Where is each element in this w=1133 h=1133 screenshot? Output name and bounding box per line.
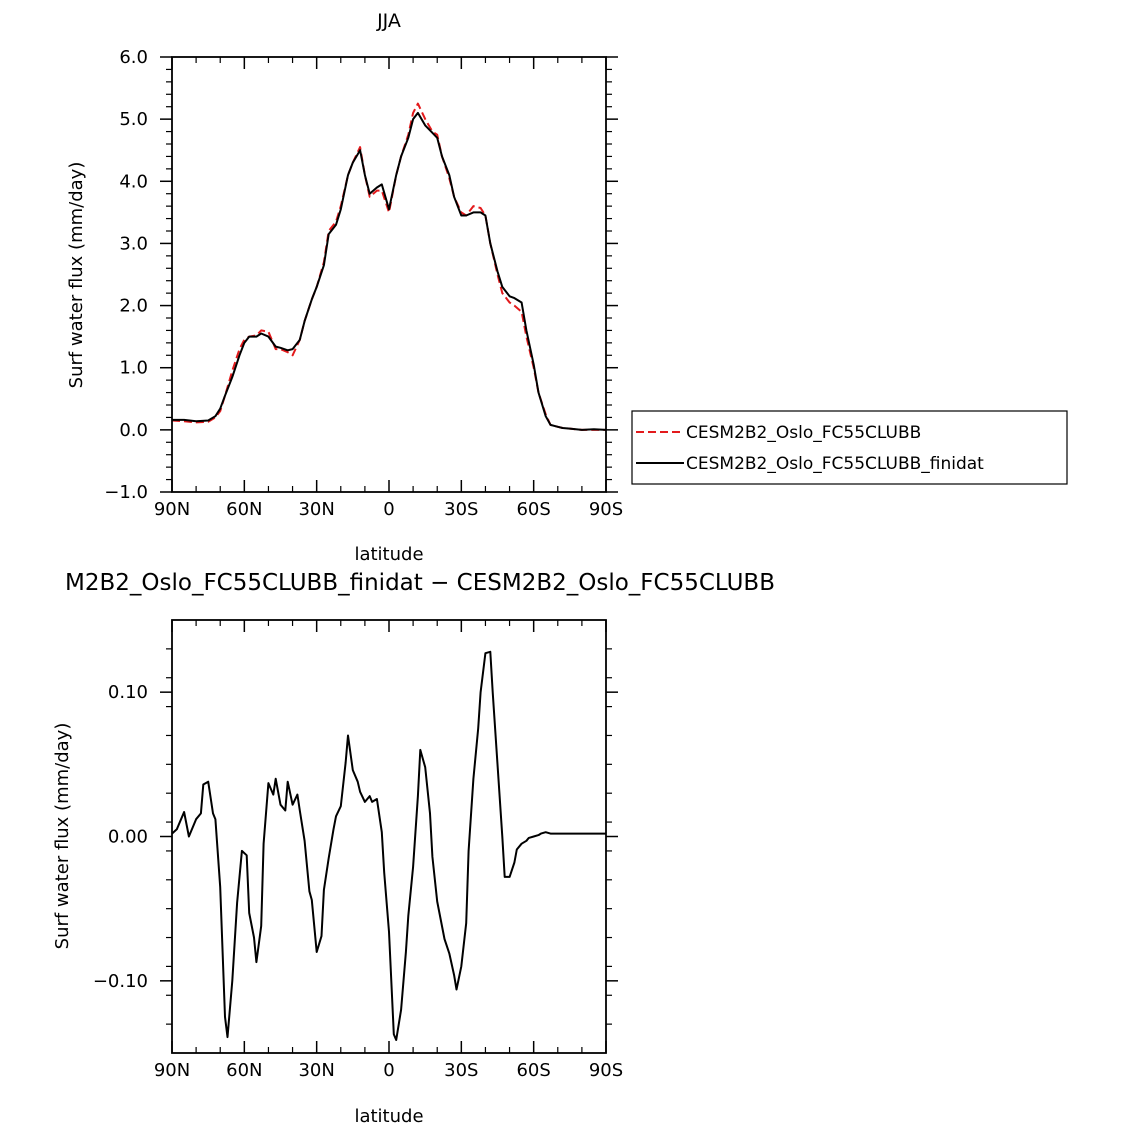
y-tick-label: 2.0 xyxy=(119,296,148,317)
x-tick-label: 30N xyxy=(298,1060,334,1081)
x-tick-label: 0 xyxy=(383,499,394,520)
series-line xyxy=(171,650,606,1041)
x-tick-label: 30N xyxy=(298,499,334,520)
x-axis-label: latitude xyxy=(354,1106,423,1127)
x-tick-label: 90S xyxy=(589,499,623,520)
y-tick-label: 0.00 xyxy=(108,827,148,848)
legend: CESM2B2_Oslo_FC55CLUBB CESM2B2_Oslo_FC55… xyxy=(631,410,1068,485)
y-tick-label: 1.0 xyxy=(119,358,148,379)
y-tick-label: 5.0 xyxy=(119,109,148,130)
x-tick-label: 90S xyxy=(589,1060,623,1081)
x-tick-label: 30S xyxy=(444,499,478,520)
x-tick-label: 30S xyxy=(444,1060,478,1081)
chart-top: JJA 90N 60N 30N 0 30S 60S 90S −1.0 0.0 1.0 2.0 3.0 4… xyxy=(66,10,1068,565)
plot-frame xyxy=(171,56,607,493)
series-line xyxy=(172,111,607,431)
chart-title: M2B2_Oslo_FC55CLUBB_finidat − CESM2B2_Os… xyxy=(65,570,775,596)
y-tick-label: 0.0 xyxy=(119,420,148,441)
x-tick-label: 60N xyxy=(226,1060,262,1081)
plot-frame xyxy=(171,619,607,1054)
y-tick-label: 0.10 xyxy=(108,682,148,703)
y-tick-label: 6.0 xyxy=(119,47,148,68)
legend-box xyxy=(631,410,1068,485)
y-tick-label: −1.0 xyxy=(104,482,148,503)
x-tick-label: 90N xyxy=(154,1060,190,1081)
x-tick-label: 60S xyxy=(516,1060,550,1081)
chart-title: JJA xyxy=(376,10,401,32)
y-tick-label: −0.10 xyxy=(93,971,148,992)
x-tick-label: 0 xyxy=(383,1060,394,1081)
x-tick-label: 60S xyxy=(516,499,550,520)
y-axis-label: Surf water flux (mm/day) xyxy=(52,723,73,950)
y-tick-label: 3.0 xyxy=(119,233,148,254)
y-tick-label: 4.0 xyxy=(119,171,148,192)
x-axis-label: latitude xyxy=(354,544,423,565)
chart-bottom: M2B2_Oslo_FC55CLUBB_finidat − CESM2B2_Os… xyxy=(52,570,775,1127)
x-tick-label: 60N xyxy=(226,499,262,520)
x-tick-label: 90N xyxy=(154,499,190,520)
legend-entry: CESM2B2_Oslo_FC55CLUBB_finidat xyxy=(686,454,984,474)
series-line xyxy=(171,102,606,431)
legend-entry: CESM2B2_Oslo_FC55CLUBB xyxy=(686,423,921,443)
y-axis-label: Surf water flux (mm/day) xyxy=(66,162,87,389)
